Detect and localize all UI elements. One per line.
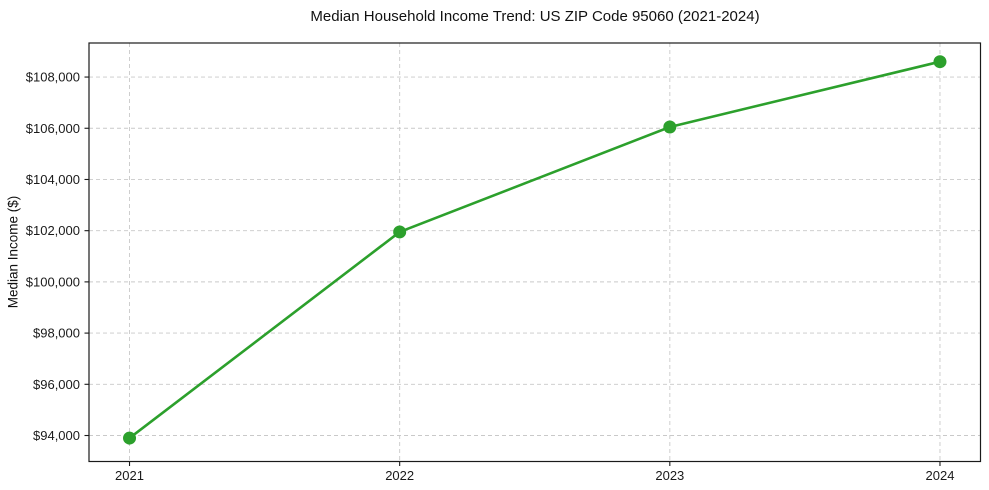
x-tick-label: 2021 [115,468,144,483]
data-line [128,60,942,440]
y-tick-label: $108,000 [26,70,80,85]
data-point [393,225,407,239]
data-point [663,120,677,134]
y-tick-label: $100,000 [26,274,80,289]
x-tick-label: 2022 [385,468,414,483]
axes-spines [88,42,982,463]
y-tick-label: $104,000 [26,172,80,187]
y-tick-label: $94,000 [33,428,80,443]
data-point [123,431,137,445]
data-point [933,55,947,69]
y-tick-label: $106,000 [26,121,80,136]
y-tick-label: $102,000 [26,223,80,238]
x-tick-label: 2023 [655,468,684,483]
y-tick-label: $98,000 [33,326,80,341]
chart-title: Median Household Income Trend: US ZIP Co… [310,8,760,25]
y-tick-label: $96,000 [33,377,80,392]
x-tick-label: 2024 [926,468,955,483]
